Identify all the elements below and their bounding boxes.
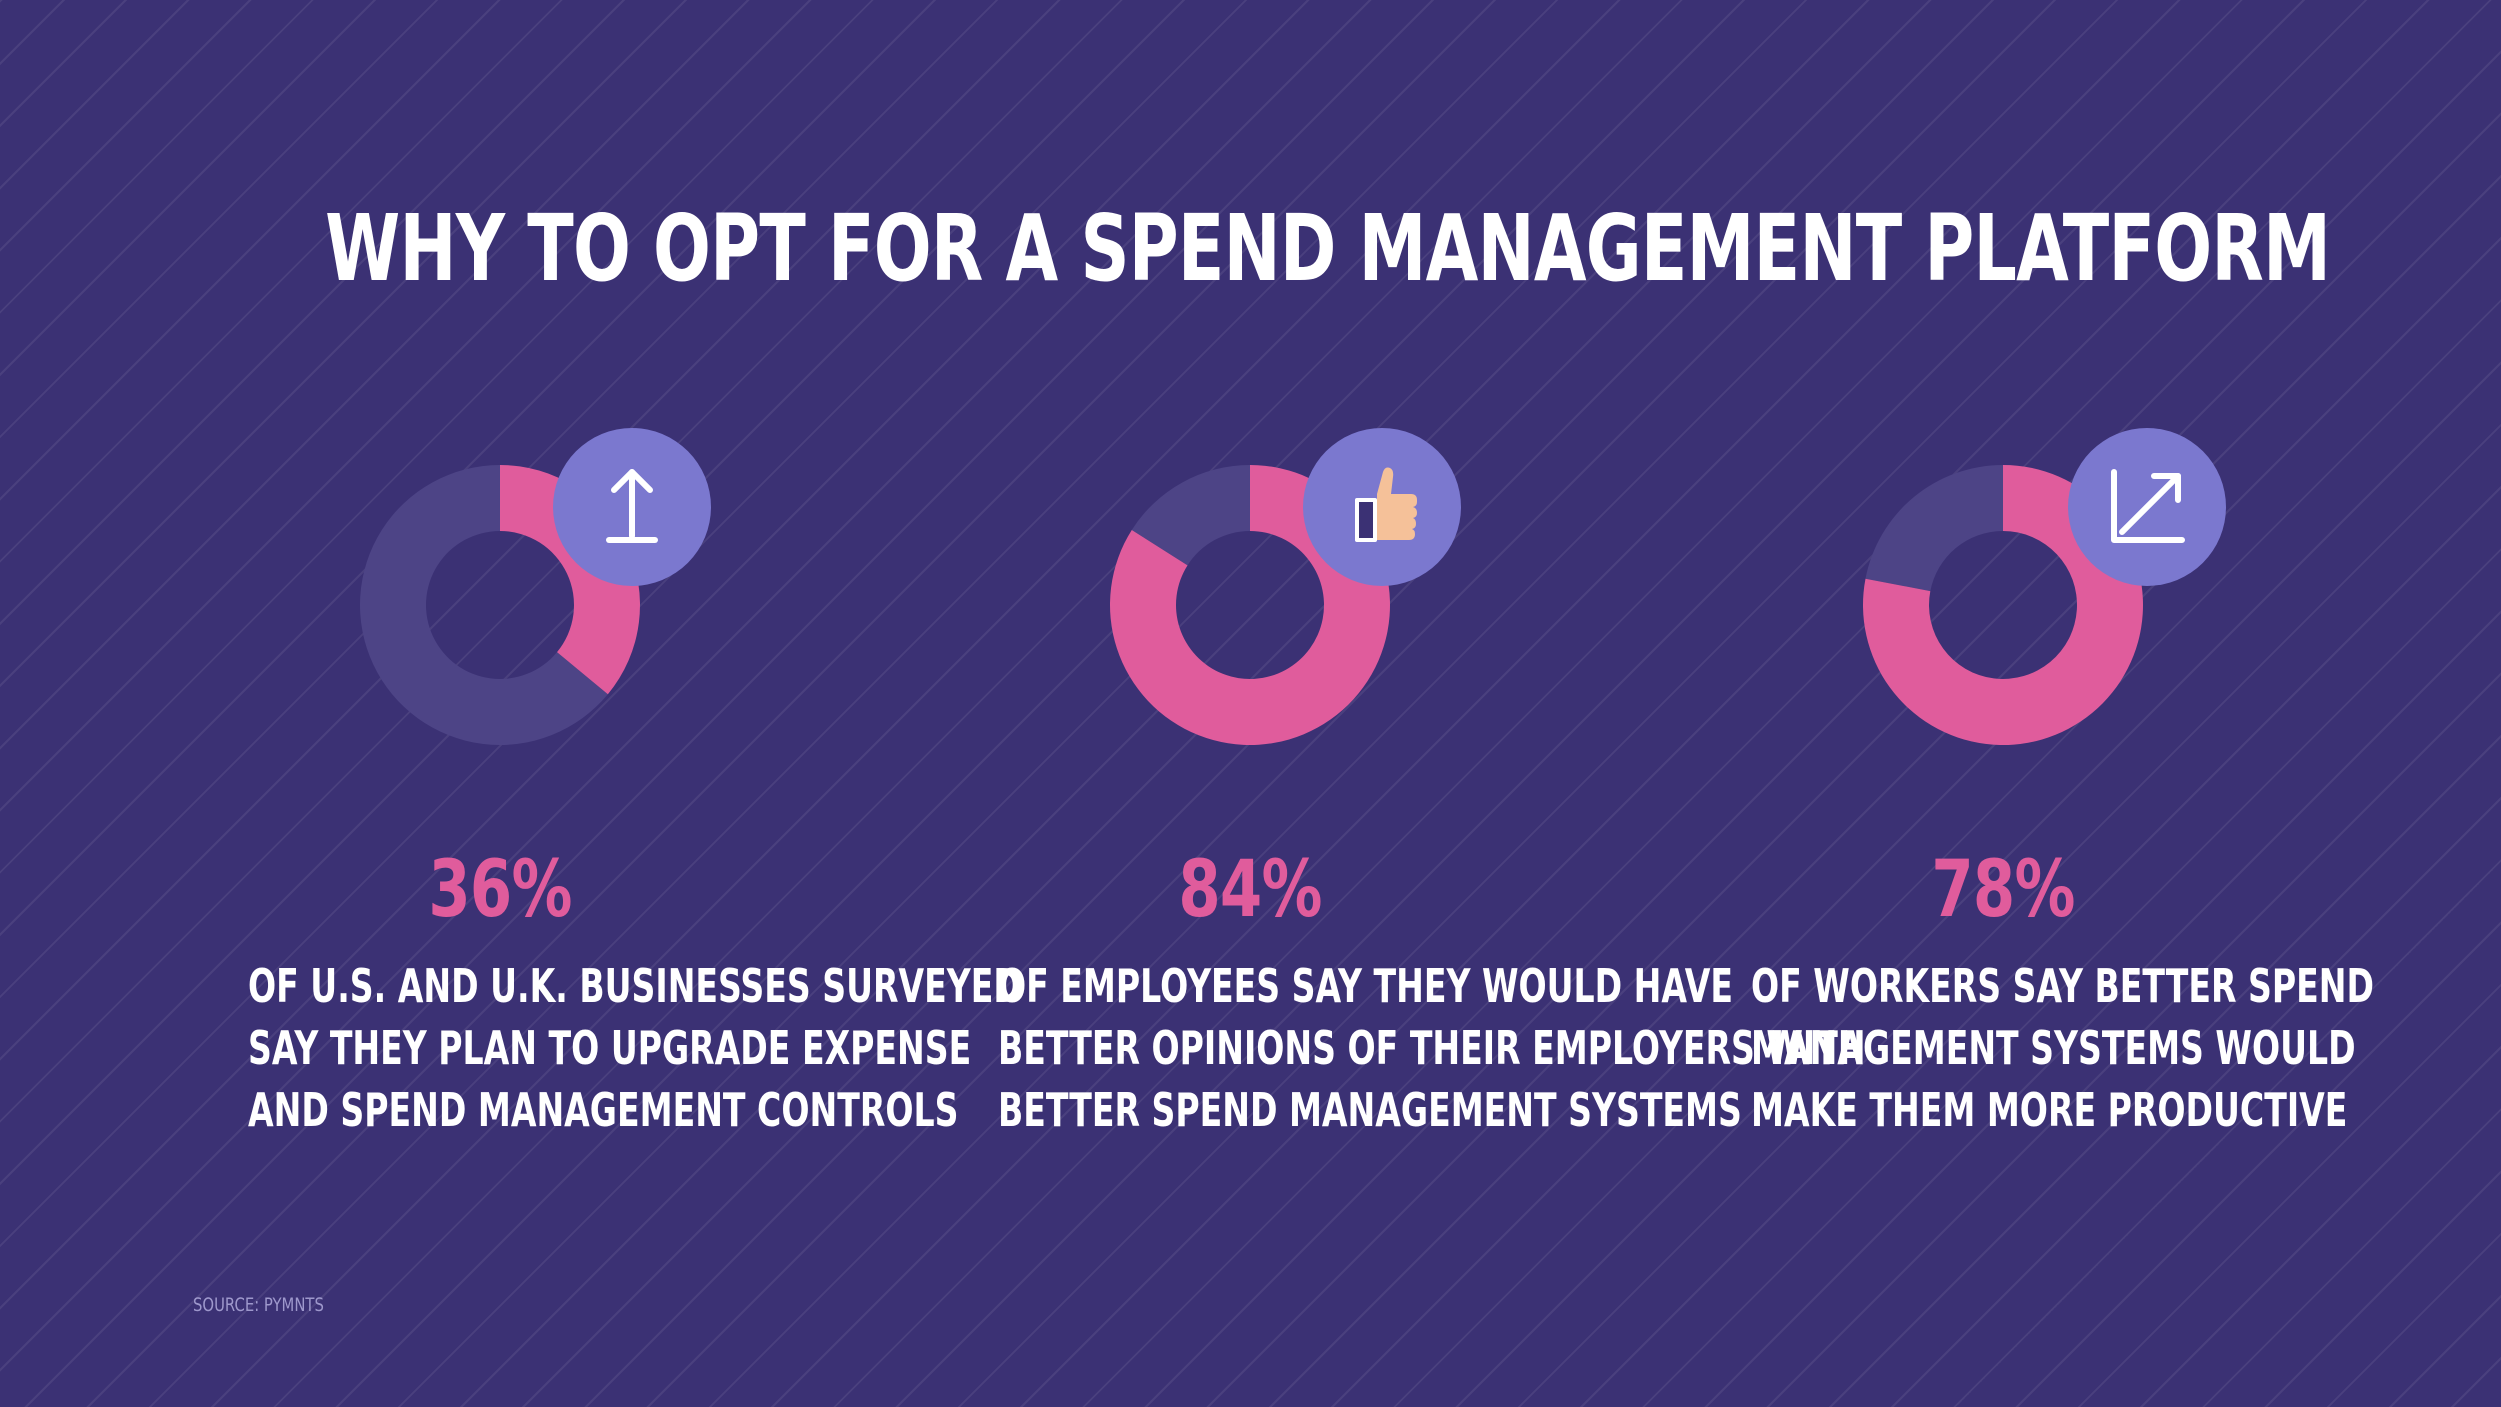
donut-remainder-segment bbox=[360, 465, 608, 745]
thumbs-up-icon bbox=[1303, 428, 1461, 586]
stat-card-2: 84% OF EMPLOYEES SAY THEY WOULD HAVE BET… bbox=[900, 0, 1866, 1407]
stat-description-line: MANAGEMENT SYSTEMS WOULD bbox=[1751, 1021, 2356, 1075]
stat-description-1: OF U.S. AND U.K. BUSINESSES SURVEYED SAY… bbox=[247, 955, 1021, 1141]
stat-description-line: OF EMPLOYEES SAY THEY WOULD HAVE bbox=[998, 959, 1734, 1013]
stat-percent-3: 78% bbox=[1931, 845, 2075, 935]
stat-description-line: AND SPEND MANAGEMENT CONTROLS bbox=[247, 1083, 959, 1137]
stat-description-line: OF WORKERS SAY BETTER SPEND bbox=[1751, 959, 2374, 1013]
stat-description-2: OF EMPLOYEES SAY THEY WOULD HAVE BETTER … bbox=[998, 955, 1866, 1141]
stat-description-line: MAKE THEM MORE PRODUCTIVE bbox=[1751, 1083, 2348, 1137]
stat-description-3: OF WORKERS SAY BETTER SPEND MANAGEMENT S… bbox=[1751, 955, 2374, 1141]
stat-description-line: SAY THEY PLAN TO UPGRADE EXPENSE bbox=[247, 1021, 972, 1075]
stat-description-line: BETTER OPINIONS OF THEIR EMPLOYERS WITH bbox=[998, 1021, 1866, 1075]
donut-chart-2 bbox=[1110, 465, 1390, 745]
stat-description-line: BETTER SPEND MANAGEMENT SYSTEMS bbox=[998, 1083, 1742, 1137]
donut-chart-3 bbox=[1863, 465, 2143, 745]
stat-percent-2: 84% bbox=[1178, 845, 1322, 935]
donut-chart-1 bbox=[360, 465, 640, 745]
donut-remainder-segment bbox=[1865, 465, 2003, 592]
growth-chart-icon bbox=[2068, 428, 2226, 586]
page-title: WHY TO OPT FOR A SPEND MANAGEMENT PLATFO… bbox=[325, 195, 2331, 302]
stat-card-1: 36% OF U.S. AND U.K. BUSINESSES SURVEYED… bbox=[150, 0, 1021, 1407]
stat-description-line: OF U.S. AND U.K. BUSINESSES SURVEYED bbox=[247, 959, 1021, 1013]
upload-arrow-icon bbox=[553, 428, 711, 586]
donut-remainder-segment bbox=[1131, 465, 1250, 566]
source-note: SOURCE: PYMNTS bbox=[193, 1294, 324, 1316]
stat-card-3: 78% OF WORKERS SAY BETTER SPEND MANAGEME… bbox=[1653, 0, 2374, 1407]
stat-percent-1: 36% bbox=[428, 845, 572, 935]
